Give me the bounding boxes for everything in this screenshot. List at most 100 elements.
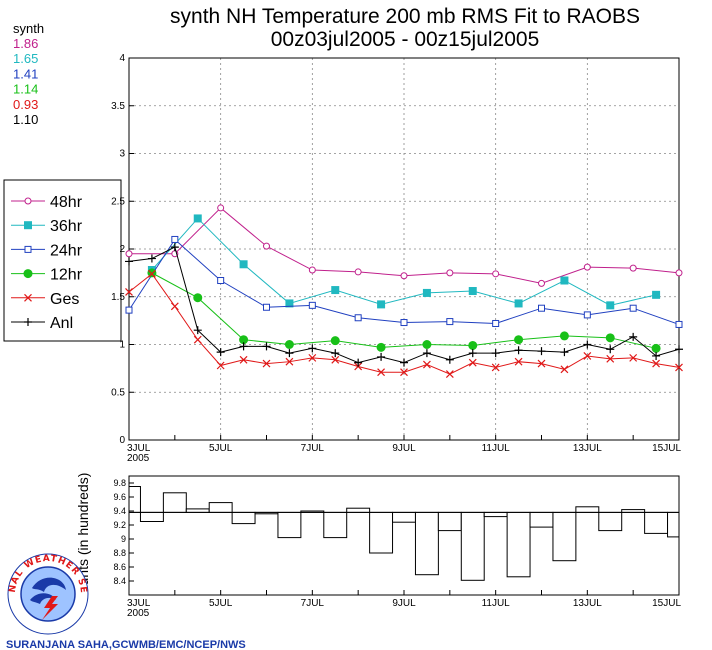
data-point	[377, 368, 386, 377]
x-tick-label: 13JUL	[573, 443, 602, 454]
stats-block: synth 1.861.651.411.140.931.10	[13, 21, 44, 127]
y-tick-label: 9.6	[113, 492, 126, 502]
data-point	[468, 358, 477, 367]
data-point	[263, 242, 270, 250]
data-point	[675, 345, 683, 354]
data-point	[468, 340, 478, 350]
data-point	[285, 357, 294, 366]
series-48hr	[125, 204, 683, 287]
count-bar	[392, 511, 416, 523]
y-tick-label: 3.5	[111, 101, 125, 112]
y-tick-label: 8.4	[113, 576, 126, 586]
data-point	[331, 355, 340, 364]
data-point	[216, 348, 225, 357]
data-point	[652, 290, 661, 299]
legend-marker	[24, 293, 32, 302]
data-point	[170, 243, 179, 252]
data-point	[400, 319, 408, 327]
data-point	[171, 235, 179, 243]
x-tick-label: 15JUL	[652, 598, 681, 609]
y-tick-label: 8.8	[113, 548, 126, 558]
data-point	[330, 336, 340, 346]
x-tick-label: 3JUL	[127, 598, 151, 609]
data-point	[216, 361, 225, 370]
x-tick-sublabel: 2005	[127, 608, 150, 619]
data-point	[125, 288, 133, 296]
data-point	[262, 359, 271, 368]
data-point	[308, 266, 316, 274]
data-point	[538, 279, 545, 287]
y-tick-label: 2	[119, 244, 125, 255]
data-point	[308, 301, 316, 309]
y-tick-label: 8.6	[113, 562, 126, 572]
data-point	[468, 349, 477, 358]
data-point	[285, 299, 294, 308]
data-point	[125, 250, 133, 258]
data-point	[262, 342, 271, 351]
y-tick-label: 9	[121, 534, 126, 544]
data-point	[193, 293, 203, 303]
count-bar	[139, 511, 164, 523]
data-point	[537, 359, 546, 368]
legend-label: Ges	[50, 291, 79, 308]
data-point	[422, 349, 431, 358]
data-point	[583, 263, 591, 271]
data-point	[239, 342, 248, 351]
series-12hr	[147, 268, 661, 353]
count-bar	[667, 511, 680, 538]
stats-value: 0.93	[13, 97, 38, 112]
stats-value: 1.10	[13, 112, 38, 127]
data-point	[514, 346, 523, 355]
data-point	[491, 363, 500, 372]
count-bar	[460, 511, 485, 581]
data-point	[284, 340, 294, 349]
legend-marker	[24, 318, 32, 326]
data-point	[217, 277, 225, 285]
legend-label: 24hr	[50, 242, 83, 259]
stats-value: 1.86	[13, 36, 38, 51]
data-point	[354, 268, 362, 276]
data-point	[583, 311, 591, 319]
x-tick-label: 5JUL	[209, 598, 233, 609]
data-point	[308, 344, 317, 353]
y-tick-label: 0	[119, 435, 125, 446]
count-bar	[369, 511, 394, 554]
legend-marker	[24, 197, 32, 205]
stats-value: 1.41	[13, 66, 38, 81]
data-point	[400, 368, 408, 377]
x-tick-label: 7JUL	[301, 443, 325, 454]
series-anl	[125, 243, 683, 367]
data-point	[606, 354, 615, 363]
data-point	[652, 351, 661, 360]
data-point	[606, 345, 615, 354]
count-bar	[552, 511, 577, 562]
data-point	[445, 370, 454, 379]
data-point	[537, 347, 546, 356]
data-point	[491, 349, 500, 358]
x-tick-label: 9JUL	[392, 598, 416, 609]
data-point	[354, 358, 363, 367]
count-bar	[644, 511, 669, 534]
data-point	[239, 260, 248, 269]
data-point	[559, 331, 569, 341]
count-bar	[529, 511, 554, 528]
x-tick-label: 13JUL	[573, 598, 602, 609]
stats-value: 1.14	[13, 82, 38, 97]
data-point	[125, 257, 133, 266]
x-tick-label: 5JUL	[209, 443, 233, 454]
data-point	[308, 353, 317, 362]
x-tick-label: 15JUL	[652, 443, 681, 454]
data-point	[147, 254, 156, 263]
count-bar	[323, 511, 348, 539]
legend-label: 12hr	[50, 267, 83, 284]
data-point	[422, 288, 431, 297]
x-tick-label: 11JUL	[482, 598, 511, 609]
data-point	[675, 269, 683, 277]
series-ges	[125, 269, 683, 379]
y-tick-label: 2.5	[111, 196, 125, 207]
count-bar	[231, 511, 256, 525]
data-point	[629, 353, 638, 362]
x-tick-label: 11JUL	[482, 443, 511, 454]
